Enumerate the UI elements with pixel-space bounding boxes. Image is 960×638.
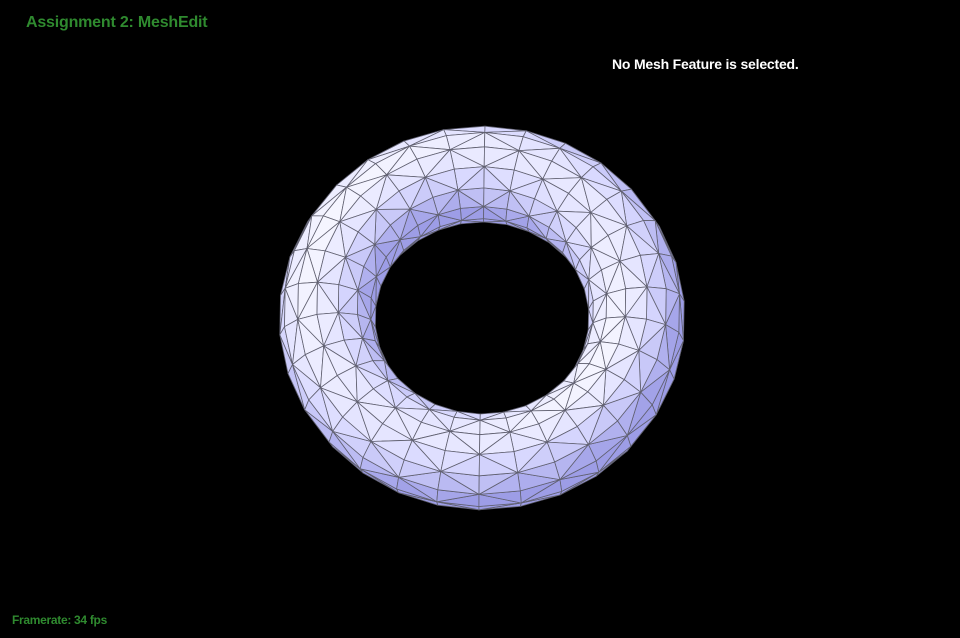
selection-status: No Mesh Feature is selected.: [612, 56, 799, 72]
mesh-faces: [279, 125, 685, 511]
framerate-readout: Framerate: 34 fps: [12, 613, 107, 627]
app-title: Assignment 2: MeshEdit: [26, 14, 208, 31]
mesh-face[interactable]: [479, 451, 519, 474]
